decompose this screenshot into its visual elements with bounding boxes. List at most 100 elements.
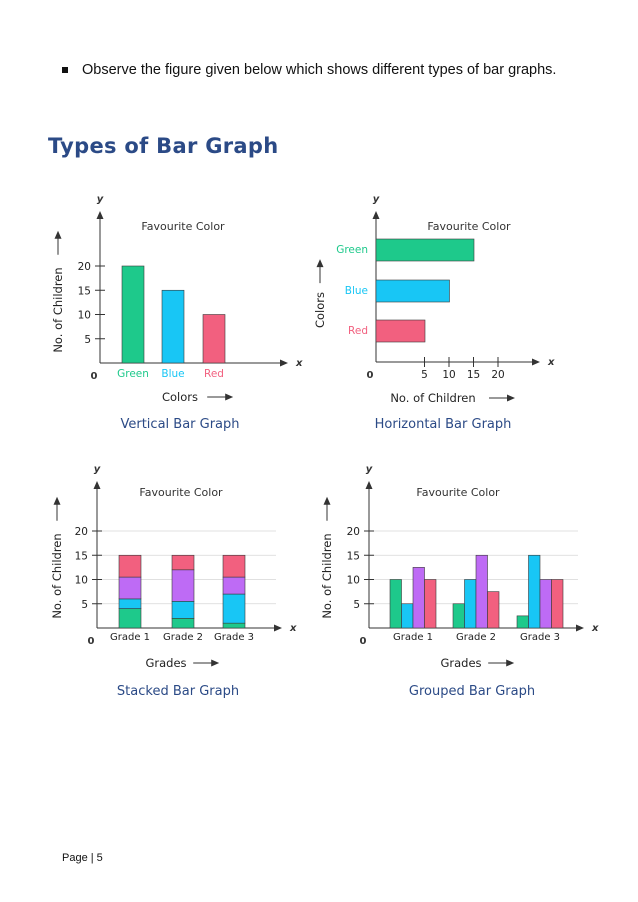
intro-bullet: Observe the figure given below which sho… xyxy=(62,62,556,78)
y-tick-label: Green xyxy=(336,244,368,256)
bar xyxy=(375,279,450,303)
y-axis-label-group: No. of Children xyxy=(320,496,334,619)
x-tick-label: Grade 1 xyxy=(393,632,433,643)
x-axis-arrow-icon xyxy=(576,624,584,632)
chart-caption: Grouped Bar Graph xyxy=(409,684,535,699)
x-axis-symbol: x xyxy=(591,623,599,634)
y-tick-label: 10 xyxy=(75,575,88,587)
x-tick-label: Grade 3 xyxy=(520,632,560,643)
y-axis-symbol: y xyxy=(94,464,101,475)
section-title: Types of Bar Graph xyxy=(48,134,279,158)
x-tick-label: Grade 3 xyxy=(214,632,254,643)
y-axis-label: No. of Children xyxy=(320,533,334,618)
bar xyxy=(375,238,475,262)
y-tick-label: 20 xyxy=(347,526,360,538)
bar-segment xyxy=(118,576,142,600)
y-tick-label: 10 xyxy=(78,310,91,322)
origin-label: 0 xyxy=(360,636,367,647)
x-axis-label: Colors xyxy=(162,390,198,404)
intro-text: Observe the figure given below which sho… xyxy=(82,62,557,78)
x-axis-symbol: x xyxy=(295,358,303,369)
square-bullet-icon xyxy=(62,67,68,73)
stacked-bar-chart: y x 0 Favourite Color Stacked Bar Graph 5 10 15… xyxy=(50,464,297,699)
y-axis-symbol: y xyxy=(97,194,104,205)
origin-label: 0 xyxy=(91,371,98,382)
bar xyxy=(424,579,437,629)
bar-segment xyxy=(171,618,195,629)
bar xyxy=(551,579,564,629)
y-axis-arrow-icon xyxy=(96,211,104,219)
x-label-arrow-icon xyxy=(211,659,220,667)
bar-segment xyxy=(171,569,195,602)
bar-segment xyxy=(222,622,246,629)
bar-segment xyxy=(171,554,195,571)
chart-caption: Horizontal Bar Graph xyxy=(375,417,512,432)
x-tick-label: 5 xyxy=(421,369,428,381)
y-label-arrow-icon xyxy=(54,230,62,239)
y-tick-label: 15 xyxy=(347,550,360,562)
x-tick-label: Grade 2 xyxy=(456,632,496,643)
bar xyxy=(452,603,465,629)
y-label-arrow-icon xyxy=(316,259,324,268)
bar xyxy=(401,603,414,629)
bar xyxy=(528,554,541,629)
x-label-arrow-icon xyxy=(507,394,515,402)
x-tick-label: Green xyxy=(117,368,149,380)
bar xyxy=(464,579,477,629)
y-tick-label: 5 xyxy=(353,599,360,611)
origin-label: 0 xyxy=(88,636,95,647)
y-tick-label: 5 xyxy=(81,599,88,611)
y-tick-label: Red xyxy=(348,325,368,337)
x-tick-label: 15 xyxy=(467,369,480,381)
y-axis-symbol: y xyxy=(373,194,380,205)
y-axis-arrow-icon xyxy=(372,211,380,219)
x-tick-label: Grade 2 xyxy=(163,632,203,643)
bar-segment xyxy=(118,554,142,578)
y-label-arrow-icon xyxy=(53,496,61,505)
bar xyxy=(539,579,552,629)
y-axis-label: No. of Children xyxy=(50,533,64,618)
x-label-arrow-icon xyxy=(506,659,515,667)
y-tick-label: 15 xyxy=(78,285,91,297)
y-axis-label: No. of Children xyxy=(51,267,65,352)
bar-segment xyxy=(118,598,142,609)
bar xyxy=(389,579,402,629)
y-tick-label: 15 xyxy=(75,550,88,562)
bar xyxy=(487,591,500,629)
y-axis-label-group: No. of Children xyxy=(51,230,65,353)
bar xyxy=(412,567,425,629)
y-axis-symbol: y xyxy=(366,464,373,475)
y-tick-label: 10 xyxy=(347,575,360,587)
chart-title: Favourite Color xyxy=(427,220,511,233)
y-axis-label-group: No. of Children xyxy=(50,496,64,619)
x-tick-label: 10 xyxy=(442,369,455,381)
vertical-bar-chart: y x 0 Favourite Color Vertical Bar Graph 5 10 1… xyxy=(51,194,303,432)
y-axis-label: Colors xyxy=(313,292,327,328)
chart-caption: Stacked Bar Graph xyxy=(117,684,239,699)
y-tick-label: 20 xyxy=(78,261,91,273)
bar xyxy=(375,319,426,343)
x-label-arrow-icon xyxy=(225,393,234,401)
bar xyxy=(202,314,226,364)
bar-segment xyxy=(171,601,195,619)
y-label-arrow-icon xyxy=(323,496,331,505)
x-axis-label: No. of Children xyxy=(390,391,475,405)
origin-label: 0 xyxy=(367,370,374,381)
x-axis-label: Grades xyxy=(440,656,481,670)
x-tick-label: Blue xyxy=(161,368,184,380)
x-axis-label: Grades xyxy=(145,656,186,670)
x-tick-label: 20 xyxy=(491,369,504,381)
y-tick-label: Blue xyxy=(345,285,368,297)
x-tick-label: Grade 1 xyxy=(110,632,150,643)
bar xyxy=(161,289,185,364)
chart-title: Favourite Color xyxy=(416,486,500,499)
horizontal-bar-chart: y x 0 Favourite Color Horizontal Bar Graph 5 1… xyxy=(313,194,555,432)
chart-title: Favourite Color xyxy=(141,220,225,233)
x-axis-symbol: x xyxy=(289,623,297,634)
x-tick-label: Red xyxy=(204,368,224,380)
bar xyxy=(475,554,488,629)
y-axis-label-group: Colors xyxy=(313,259,327,328)
x-axis-symbol: x xyxy=(547,357,555,368)
x-axis-arrow-icon xyxy=(274,624,282,632)
y-axis-arrow-icon xyxy=(93,481,101,489)
